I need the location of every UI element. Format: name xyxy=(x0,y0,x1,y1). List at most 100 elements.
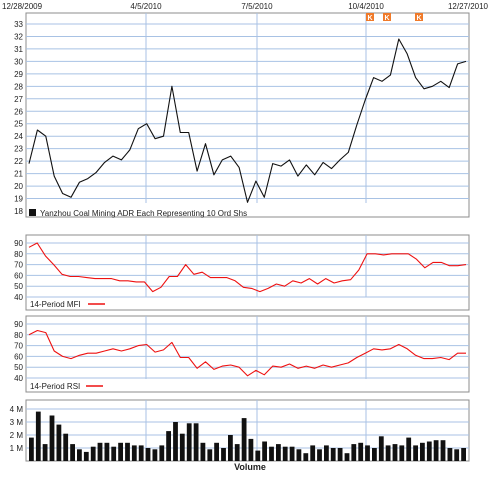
volume-bar xyxy=(228,435,233,461)
rsi-ytick-label: 90 xyxy=(14,320,23,329)
volume-bar xyxy=(90,446,96,461)
volume-axis-label: Volume xyxy=(234,462,266,472)
mfi-panel-frame xyxy=(25,234,470,311)
price-ytick-label: 32 xyxy=(14,32,23,41)
mfi-line xyxy=(28,242,467,293)
volume-bar xyxy=(385,445,391,461)
volume-bar xyxy=(83,451,89,461)
mfi-ytick-label: 40 xyxy=(14,293,23,302)
date-label: 12/28/2009 xyxy=(2,2,43,11)
mfi-ytick-label: 80 xyxy=(14,250,23,259)
volume-bar xyxy=(63,433,69,461)
volume-bar xyxy=(420,442,425,461)
rsi-ytick-label: 50 xyxy=(14,363,23,372)
volume-bar xyxy=(454,449,460,461)
rsi-ytick-label: 80 xyxy=(14,331,23,340)
dividend-marker xyxy=(366,13,374,21)
volume-bar xyxy=(207,449,213,461)
volume-bar xyxy=(296,449,302,461)
dividend-marker-label: K xyxy=(384,15,389,22)
volume-bar xyxy=(145,448,151,461)
price-ytick-label: 33 xyxy=(14,20,23,29)
volume-bar xyxy=(138,445,144,461)
mfi-legend-label: 14-Period MFI xyxy=(30,300,81,309)
volume-bar xyxy=(104,442,110,461)
price-ytick-label: 29 xyxy=(14,70,23,79)
volume-bar xyxy=(392,444,398,461)
volume-bar xyxy=(131,445,137,461)
dividend-marker-label: K xyxy=(367,15,372,22)
volume-bar xyxy=(372,448,377,461)
volume-bar xyxy=(111,446,117,461)
volume-bar xyxy=(433,440,439,461)
volume-ytick-label: 4 M xyxy=(10,405,24,414)
mfi-ytick-label: 60 xyxy=(14,271,23,280)
volume-bar xyxy=(324,445,329,461)
price-panel-frame xyxy=(25,12,470,218)
volume-bar xyxy=(173,422,178,461)
volume-bar xyxy=(193,423,199,461)
volume-ytick-label: 3 M xyxy=(10,418,24,427)
volume-bar xyxy=(426,441,432,461)
volume-bar xyxy=(461,448,466,461)
volume-bar xyxy=(269,446,274,461)
volume-bar xyxy=(221,448,226,461)
price-ytick-label: 28 xyxy=(14,82,23,91)
volume-bar xyxy=(234,444,240,461)
volume-bar xyxy=(49,415,55,461)
mfi-ytick-label: 70 xyxy=(14,261,23,270)
rsi-line xyxy=(28,329,466,377)
rsi-legend-label: 14-Period RSI xyxy=(30,382,80,391)
volume-bar xyxy=(97,442,103,461)
price-ytick-label: 23 xyxy=(14,145,23,154)
volume-bar xyxy=(186,423,192,461)
volume-bar xyxy=(255,450,261,461)
volume-bar xyxy=(56,424,62,461)
volume-bar xyxy=(317,449,322,461)
date-label: 10/4/2010 xyxy=(348,2,384,11)
volume-bar xyxy=(125,442,130,461)
volume-bar xyxy=(262,441,267,461)
volume-bar xyxy=(399,445,405,461)
volume-bar xyxy=(378,436,384,461)
volume-ytick-label: 1 M xyxy=(10,444,24,453)
volume-bar xyxy=(344,453,350,461)
volume-bar xyxy=(447,448,453,461)
volume-bar xyxy=(159,445,165,461)
volume-bar xyxy=(440,440,446,461)
mfi-ytick-label: 90 xyxy=(14,239,23,248)
date-label: 4/5/2010 xyxy=(130,2,162,11)
volume-bar xyxy=(365,445,370,461)
rsi-ytick-label: 70 xyxy=(14,342,23,351)
price-ytick-label: 27 xyxy=(14,95,23,104)
volume-bar xyxy=(152,449,158,461)
rsi-ytick-label: 60 xyxy=(14,352,23,361)
dividend-marker xyxy=(383,13,391,21)
volume-bar xyxy=(413,445,418,461)
volume-bar xyxy=(337,448,343,461)
volume-bar xyxy=(35,411,41,461)
volume-bar xyxy=(303,453,309,461)
price-ytick-label: 18 xyxy=(14,207,23,216)
volume-bar xyxy=(118,442,123,461)
price-ytick-label: 24 xyxy=(14,132,23,141)
volume-bar xyxy=(289,446,295,461)
price-ytick-label: 21 xyxy=(14,170,23,179)
volume-bar xyxy=(77,449,82,461)
dividend-marker xyxy=(415,13,423,21)
volume-bar xyxy=(351,444,357,461)
volume-bar xyxy=(29,437,34,461)
rsi-ytick-label: 40 xyxy=(14,374,23,383)
volume-bar xyxy=(310,445,316,461)
volume-bar xyxy=(166,431,171,461)
volume-bar xyxy=(241,418,247,461)
price-legend-label: Yanzhou Coal Mining ADR Each Representin… xyxy=(40,209,247,218)
volume-ytick-label: 2 M xyxy=(10,431,24,440)
volume-bar xyxy=(200,442,206,461)
mfi-ytick-label: 50 xyxy=(14,282,23,291)
volume-bar xyxy=(214,442,219,461)
volume-bar xyxy=(406,437,412,461)
price-ytick-label: 22 xyxy=(14,157,23,166)
